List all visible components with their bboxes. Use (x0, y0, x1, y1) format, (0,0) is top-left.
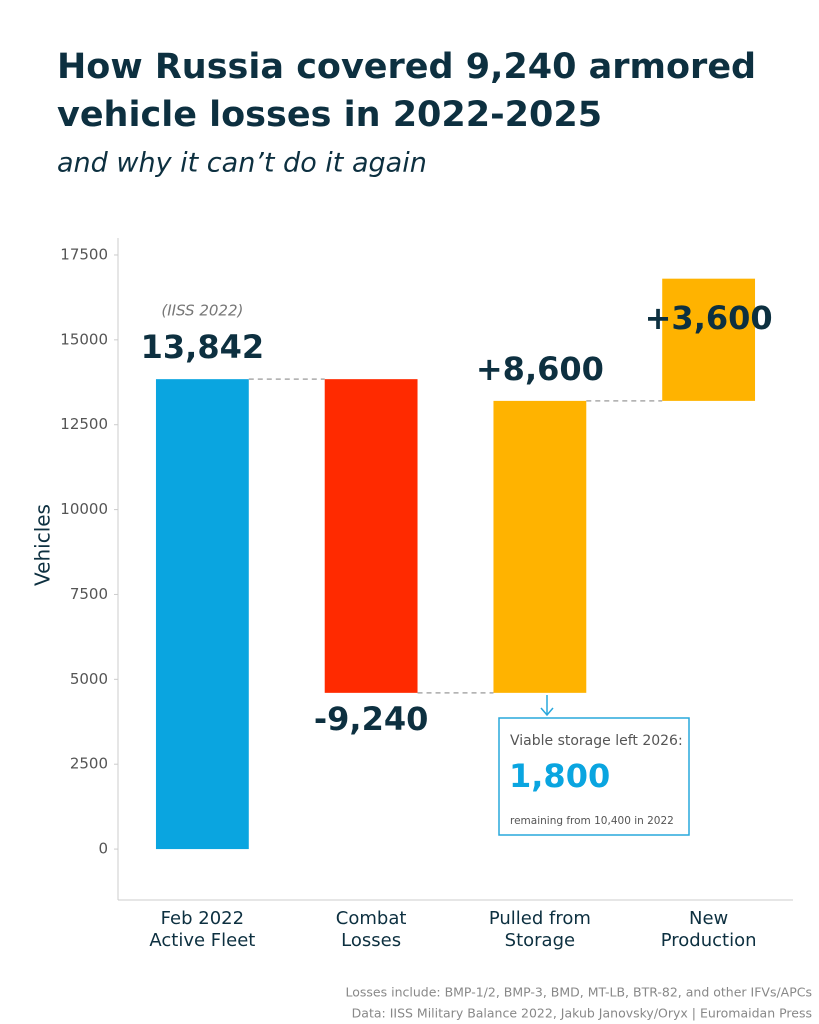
chart-title: vehicle losses in 2022-2025 (57, 95, 602, 135)
value-label: +3,600 (645, 299, 773, 337)
y-tick-label: 7500 (70, 585, 108, 603)
x-tick-label: Pulled from Storage (489, 908, 591, 951)
y-axis-label: Vehicles (31, 504, 55, 586)
y-tick-label: 0 (98, 840, 108, 858)
callout-box (498, 717, 690, 836)
value-label: -9,240 (314, 700, 429, 738)
y-tick-label: 17500 (60, 245, 108, 263)
bar (324, 379, 418, 693)
callout-arrow-head (540, 707, 554, 717)
x-tick-label: New Production (661, 908, 757, 951)
y-tick-label: 15000 (60, 330, 108, 348)
source-note: (IISS 2022) (161, 302, 243, 320)
callout-value: 1,800 (509, 757, 610, 795)
bar (155, 379, 249, 850)
value-label: 13,842 (141, 328, 264, 366)
footnote: Data: IISS Military Balance 2022, Jakub … (352, 1006, 812, 1021)
callout-note: remaining from 10,400 in 2022 (510, 815, 674, 827)
value-label: +8,600 (476, 350, 604, 388)
y-tick-label: 12500 (60, 415, 108, 433)
chart-title: How Russia covered 9,240 armored (57, 47, 756, 87)
y-tick-label: 10000 (60, 500, 108, 518)
bar (662, 278, 756, 401)
callout-heading: Viable storage left 2026: (510, 733, 683, 749)
y-tick-label: 2500 (70, 755, 108, 773)
chart-subtitle: and why it can’t do it again (57, 148, 427, 179)
x-tick-label: Feb 2022 Active Fleet (149, 908, 255, 951)
x-tick-label: Combat Losses (336, 908, 407, 951)
y-tick-label: 5000 (70, 670, 108, 688)
footnote: Losses include: BMP-1/2, BMP-3, BMD, MT-… (346, 985, 813, 1000)
bar (493, 400, 587, 693)
